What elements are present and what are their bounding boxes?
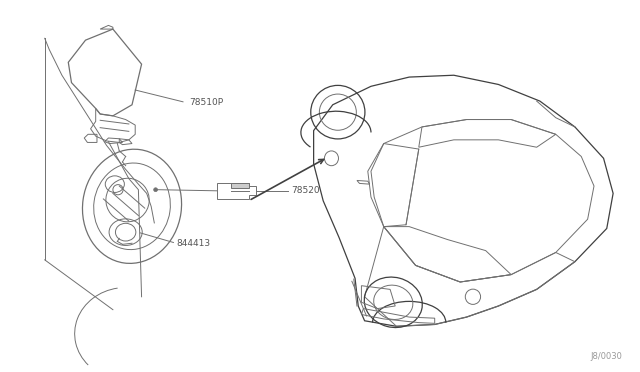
Text: 78510P: 78510P <box>189 99 223 108</box>
Polygon shape <box>231 183 248 188</box>
Text: 844413: 844413 <box>177 239 211 248</box>
Text: J8/0030: J8/0030 <box>591 352 623 361</box>
Text: 78520: 78520 <box>291 186 320 195</box>
Circle shape <box>154 188 157 192</box>
